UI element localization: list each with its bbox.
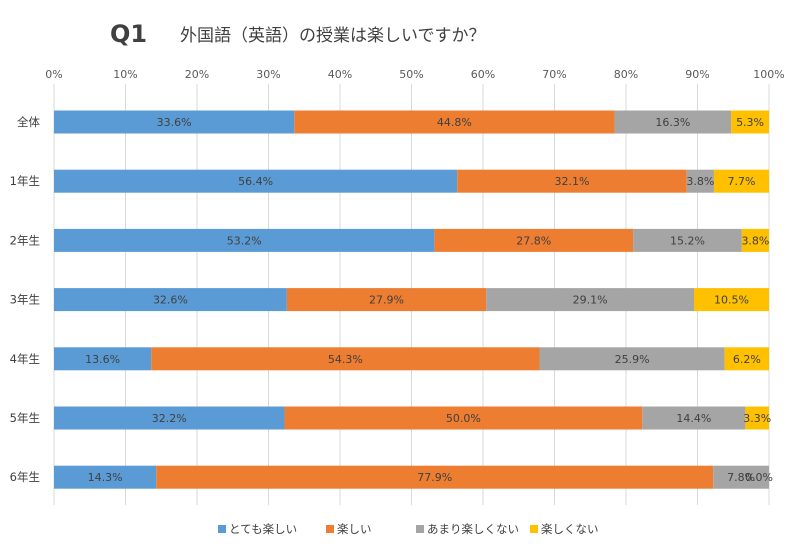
data-label: 32.6%: [153, 294, 188, 307]
bar-segment: [156, 465, 714, 489]
data-label: 33.6%: [157, 116, 192, 129]
bar-segment: [642, 406, 746, 430]
question-label: Q1: [110, 20, 147, 48]
data-label: 6.2%: [733, 353, 761, 366]
category-label: 4年生: [10, 352, 40, 366]
bar-segment: [731, 110, 769, 134]
x-tick-label: 100%: [753, 68, 784, 81]
data-label: 32.1%: [555, 175, 590, 188]
data-label: 27.9%: [369, 294, 404, 307]
data-label: 16.3%: [655, 116, 690, 129]
data-label: 56.4%: [238, 175, 273, 188]
bar-segment: [713, 169, 769, 193]
x-tick-label: 20%: [185, 68, 209, 81]
bar-segment: [434, 228, 634, 252]
data-label: 13.6%: [85, 353, 120, 366]
bar-segment: [614, 110, 732, 134]
chart-title: 外国語（英語）の授業は楽しいですか？: [180, 26, 486, 46]
data-label: 14.4%: [676, 412, 711, 425]
bar-segment: [286, 288, 487, 312]
category-label: 全体: [17, 115, 40, 129]
legend-entry: とても楽しい: [229, 522, 297, 536]
category-label: 3年生: [10, 293, 40, 307]
legend-entry: あまり楽しくない: [427, 522, 519, 536]
data-label: 7.7%: [727, 175, 755, 188]
data-label: 14.3%: [88, 471, 123, 484]
legend-entry: 楽しくない: [541, 522, 599, 536]
data-label: 54.3%: [328, 353, 363, 366]
bar-segment: [54, 347, 152, 371]
bar-segment: [539, 347, 725, 371]
x-tick-label: 70%: [542, 68, 566, 81]
x-tick-label: 80%: [614, 68, 638, 81]
x-tick-label: 40%: [328, 68, 352, 81]
data-label: 15.2%: [670, 234, 705, 247]
bar-segment: [54, 288, 287, 312]
data-label: 77.9%: [417, 471, 452, 484]
category-labels: 全体 1年生 2年生 3年生 4年生 5年生 6年生: [10, 115, 41, 484]
bars: [54, 110, 769, 489]
bar-segment: [486, 288, 694, 312]
category-label: 6年生: [10, 470, 40, 484]
data-label: 3.8%: [741, 234, 769, 247]
legend-entry: 楽しい: [337, 522, 372, 536]
bar-segment: [54, 406, 285, 430]
x-tick-label: 60%: [471, 68, 495, 81]
data-label: 5.3%: [736, 116, 764, 129]
data-label: 3.8%: [686, 175, 714, 188]
x-tick-label: 0%: [45, 68, 62, 81]
legend-swatch: [218, 525, 226, 533]
data-label: 29.1%: [573, 294, 608, 307]
data-label: 10.5%: [714, 294, 749, 307]
data-label: 25.9%: [615, 353, 650, 366]
bar-segment: [54, 465, 157, 489]
legend-swatch: [326, 525, 334, 533]
x-axis-ticks: 0% 10% 20% 30% 40% 50% 60% 70% 80% 90% 100%: [45, 68, 784, 81]
data-label: 53.2%: [227, 234, 262, 247]
bar-segment: [741, 228, 769, 252]
data-label: 44.8%: [437, 116, 472, 129]
data-label: 32.2%: [152, 412, 187, 425]
bar-segment: [724, 347, 769, 371]
category-label: 5年生: [10, 411, 40, 425]
x-tick-label: 90%: [685, 68, 709, 81]
bar-segment: [54, 228, 435, 252]
bar-segment: [284, 406, 643, 430]
legend-swatch: [416, 525, 424, 533]
data-label: 3.3%: [743, 412, 771, 425]
data-label: 0.0%: [745, 471, 773, 484]
x-tick-label: 50%: [399, 68, 423, 81]
bar-segment: [694, 288, 769, 312]
data-label: 50.0%: [446, 412, 481, 425]
bar-segment: [633, 228, 742, 252]
category-label: 1年生: [10, 174, 40, 188]
category-label: 2年生: [10, 233, 40, 247]
data-labels: 33.6% 44.8% 16.3% 5.3% 56.4% 32.1% 3.8% 7.7% 53.…: [85, 116, 773, 484]
bar-segment: [54, 169, 458, 193]
x-tick-label: 10%: [113, 68, 137, 81]
bar-segment: [713, 465, 769, 489]
bar-segment: [686, 169, 714, 193]
legend: とても楽しい 楽しい あまり楽しくない 楽しくない: [218, 522, 599, 536]
bar-segment: [54, 110, 295, 134]
x-tick-label: 30%: [256, 68, 280, 81]
legend-swatch: [530, 525, 538, 533]
bar-segment: [151, 347, 540, 371]
bar-segment: [294, 110, 615, 134]
data-label: 27.8%: [516, 234, 551, 247]
bar-segment: [457, 169, 687, 193]
bar-segment: [745, 406, 769, 430]
data-label: 7.8%: [727, 471, 755, 484]
